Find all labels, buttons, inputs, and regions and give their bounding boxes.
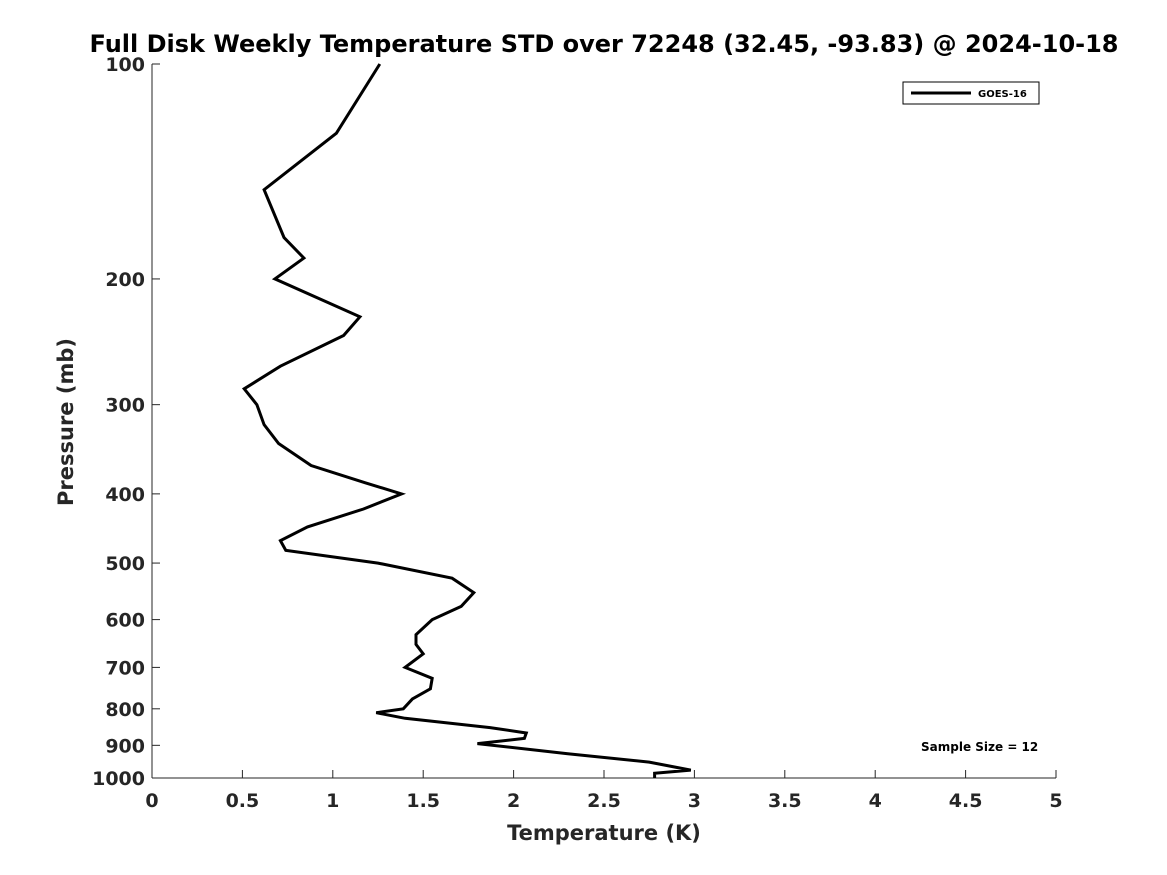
x-tick-label: 5 — [1049, 790, 1062, 812]
y-tick-label: 500 — [105, 553, 145, 575]
y-tick-label: 100 — [105, 54, 145, 76]
sample-size-annotation: Sample Size = 12 — [921, 740, 1038, 754]
x-tick-label: 4 — [869, 790, 882, 812]
x-tick-label: 2.5 — [587, 790, 621, 812]
y-tick-label: 700 — [105, 657, 145, 679]
x-tick-label: 4.5 — [949, 790, 983, 812]
legend-label-goes-16: GOES-16 — [978, 89, 1027, 100]
y-tick-label: 900 — [105, 735, 145, 757]
series-group — [241, 63, 692, 778]
y-axis-label: Pressure (mb) — [54, 338, 78, 506]
x-tick-label: 2 — [507, 790, 520, 812]
y-tick-label: 400 — [105, 484, 145, 506]
x-tick-label: 0 — [145, 790, 158, 812]
chart-title: Full Disk Weekly Temperature STD over 72… — [90, 30, 1119, 58]
x-tick-label: 1.5 — [406, 790, 440, 812]
y-tick-label: 200 — [105, 269, 145, 291]
x-tick-label: 3.5 — [768, 790, 802, 812]
x-axis-label: Temperature (K) — [507, 821, 701, 845]
y-tick-label: 300 — [105, 395, 145, 417]
y-tick-label: 1000 — [92, 768, 145, 790]
y-tick-label: 800 — [105, 699, 145, 721]
x-tick-label: 3 — [688, 790, 701, 812]
x-tick-label: 1 — [326, 790, 339, 812]
y-tick-label: 600 — [105, 610, 145, 632]
legend: GOES-16 — [902, 81, 1040, 105]
series-line-goes-16 — [241, 63, 692, 778]
tick-marks: 0 0.5 1 1.5 2 2.5 3 3.5 4 4.5 5 100 200 300 400 500 600 7… — [92, 54, 1063, 812]
x-tick-label: 0.5 — [226, 790, 260, 812]
